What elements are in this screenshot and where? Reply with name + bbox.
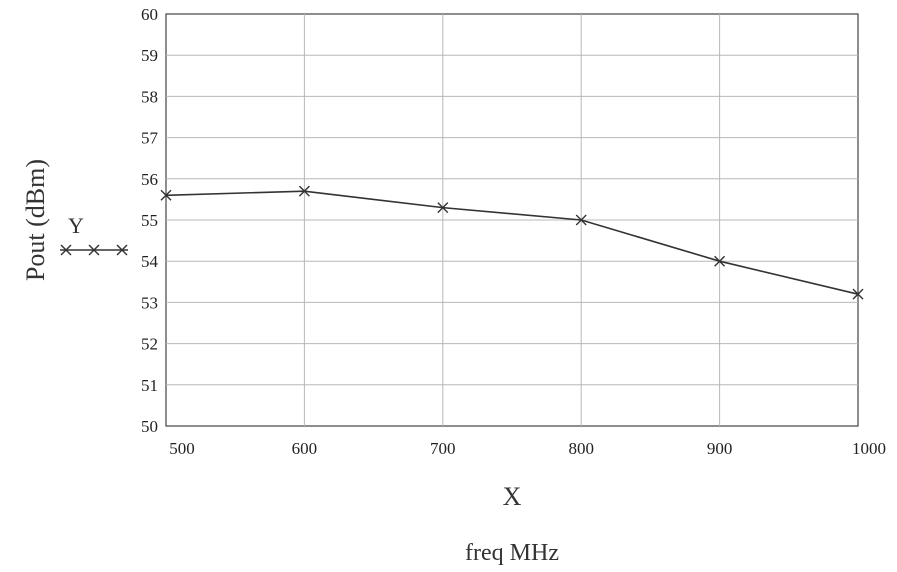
legend-marker — [116, 244, 128, 256]
x-tick-label: 600 — [292, 439, 318, 458]
data-point-marker — [575, 214, 587, 226]
y-tick-label: 53 — [141, 293, 158, 312]
data-point-marker — [437, 202, 449, 214]
x-axis-title: X — [503, 482, 522, 511]
grid — [166, 14, 858, 426]
legend-label: Y — [68, 213, 84, 238]
y-tick-labels: 50 51 52 53 54 55 56 57 58 59 60 — [141, 5, 159, 436]
y-tick-label: 54 — [141, 252, 159, 271]
legend-marker — [60, 244, 72, 256]
legend-swatch — [60, 244, 128, 256]
x-tick-label: 500 — [169, 439, 195, 458]
y-tick-label: 55 — [141, 211, 158, 230]
x-tick-label: 1000 — [852, 439, 886, 458]
legend-marker — [88, 244, 100, 256]
series-line — [165, 190, 859, 295]
y-tick-label: 59 — [141, 46, 158, 65]
x-tick-label: 800 — [568, 439, 594, 458]
data-point-marker — [298, 185, 310, 197]
series — [160, 185, 864, 300]
y-tick-label: 52 — [141, 335, 158, 354]
y-tick-label: 58 — [141, 87, 158, 106]
x-tick-label: 700 — [430, 439, 456, 458]
y-tick-label: 57 — [141, 129, 159, 148]
x-tick-labels: 500 600 700 800 900 1000 — [169, 439, 886, 458]
y-axis-title: Pout (dBm) — [21, 159, 50, 281]
y-tick-label: 50 — [141, 417, 158, 436]
x-tick-label: 900 — [707, 439, 733, 458]
legend: Y — [60, 213, 128, 256]
y-tick-label: 60 — [141, 5, 158, 24]
data-point-marker — [852, 288, 864, 300]
x-axis-subtitle: freq MHz — [465, 540, 559, 566]
data-point-marker — [160, 189, 172, 201]
y-tick-label: 56 — [141, 170, 158, 189]
data-point-marker — [714, 255, 726, 267]
y-tick-label: 51 — [141, 376, 158, 395]
